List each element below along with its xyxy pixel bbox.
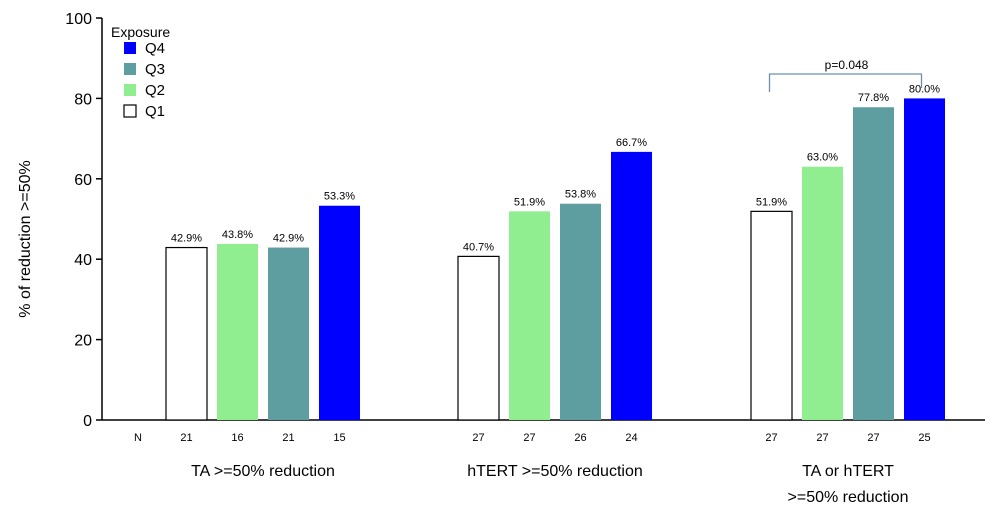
n-count-label: 24 (625, 432, 637, 444)
n-count-label: 27 (816, 432, 828, 444)
bar-q2 (509, 211, 550, 420)
y-tick-label: 20 (74, 333, 92, 350)
y-axis-title: % of reduction >=50% (17, 160, 34, 317)
bar-q4 (904, 98, 945, 421)
y-tick-label: 0 (83, 413, 92, 430)
n-count-label: 16 (231, 432, 243, 444)
bar-q2 (217, 243, 258, 420)
bar-q3 (268, 247, 309, 420)
data-label: 63.0% (807, 152, 838, 164)
n-count-label: 21 (180, 432, 192, 444)
n-count-label: 26 (574, 432, 586, 444)
bar-q1 (457, 255, 500, 421)
n-count-label: 27 (523, 432, 535, 444)
n-count-label: 25 (918, 432, 930, 444)
n-count-label: 27 (765, 432, 777, 444)
n-count-label: 27 (472, 432, 484, 444)
data-label: 51.9% (514, 196, 545, 208)
bar-q1 (750, 210, 793, 421)
data-label: 53.8% (565, 189, 596, 201)
n-count-label: 15 (333, 432, 345, 444)
bar-q3 (560, 203, 601, 420)
data-label: 42.9% (273, 233, 304, 245)
legend-swatch-q4 (124, 42, 136, 54)
data-label: 42.9% (171, 233, 202, 245)
group-label: hTERT >=50% reduction (467, 463, 643, 480)
bar-q3 (853, 107, 894, 420)
bar-q4 (611, 151, 652, 420)
legend-swatch-q3 (124, 63, 136, 75)
significance-bracket (768, 73, 923, 92)
bar-q1 (165, 246, 208, 421)
y-tick-label: 40 (74, 252, 92, 269)
data-label: 66.7% (616, 137, 647, 149)
data-label: 80.0% (909, 83, 940, 95)
group-label: TA >=50% reduction (191, 463, 335, 480)
n-count-label: 21 (282, 432, 294, 444)
data-label: 53.3% (324, 191, 355, 203)
legend-label: Q3 (145, 61, 165, 78)
data-label: 77.8% (858, 92, 889, 104)
legend-title: Exposure (111, 24, 170, 40)
y-tick-label: 60 (74, 172, 92, 189)
y-tick-label: 80 (74, 91, 92, 108)
data-label: 51.9% (756, 196, 787, 208)
legend-label: Q4 (145, 40, 165, 57)
legend-swatch-q1 (123, 104, 137, 118)
legend-label: Q2 (145, 82, 165, 99)
group-label: >=50% reduction (788, 489, 909, 506)
significance-label: p=0.048 (825, 58, 869, 72)
n-row-label: N (134, 432, 142, 444)
n-count-label: 27 (867, 432, 879, 444)
legend-label: Q1 (145, 103, 165, 120)
group-label: TA or hTERT (802, 463, 894, 480)
bar-q4 (319, 205, 360, 420)
legend-swatch-q2 (124, 84, 136, 96)
bar-q2 (802, 166, 843, 420)
data-label: 40.7% (463, 241, 494, 253)
y-tick-label: 100 (65, 11, 92, 28)
data-label: 43.8% (222, 229, 253, 241)
